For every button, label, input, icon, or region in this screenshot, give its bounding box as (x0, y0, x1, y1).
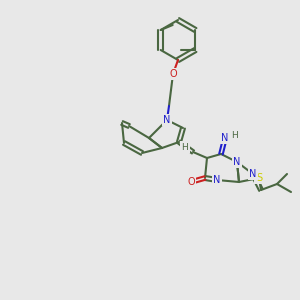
Text: N: N (249, 169, 257, 179)
Text: H: H (232, 131, 238, 140)
Text: S: S (256, 173, 262, 183)
Text: O: O (169, 69, 177, 79)
Text: O: O (187, 177, 195, 187)
Text: N: N (221, 133, 229, 143)
Text: N: N (163, 115, 171, 125)
Text: N: N (213, 175, 221, 185)
Text: H: H (182, 142, 188, 152)
Text: N: N (233, 157, 241, 167)
